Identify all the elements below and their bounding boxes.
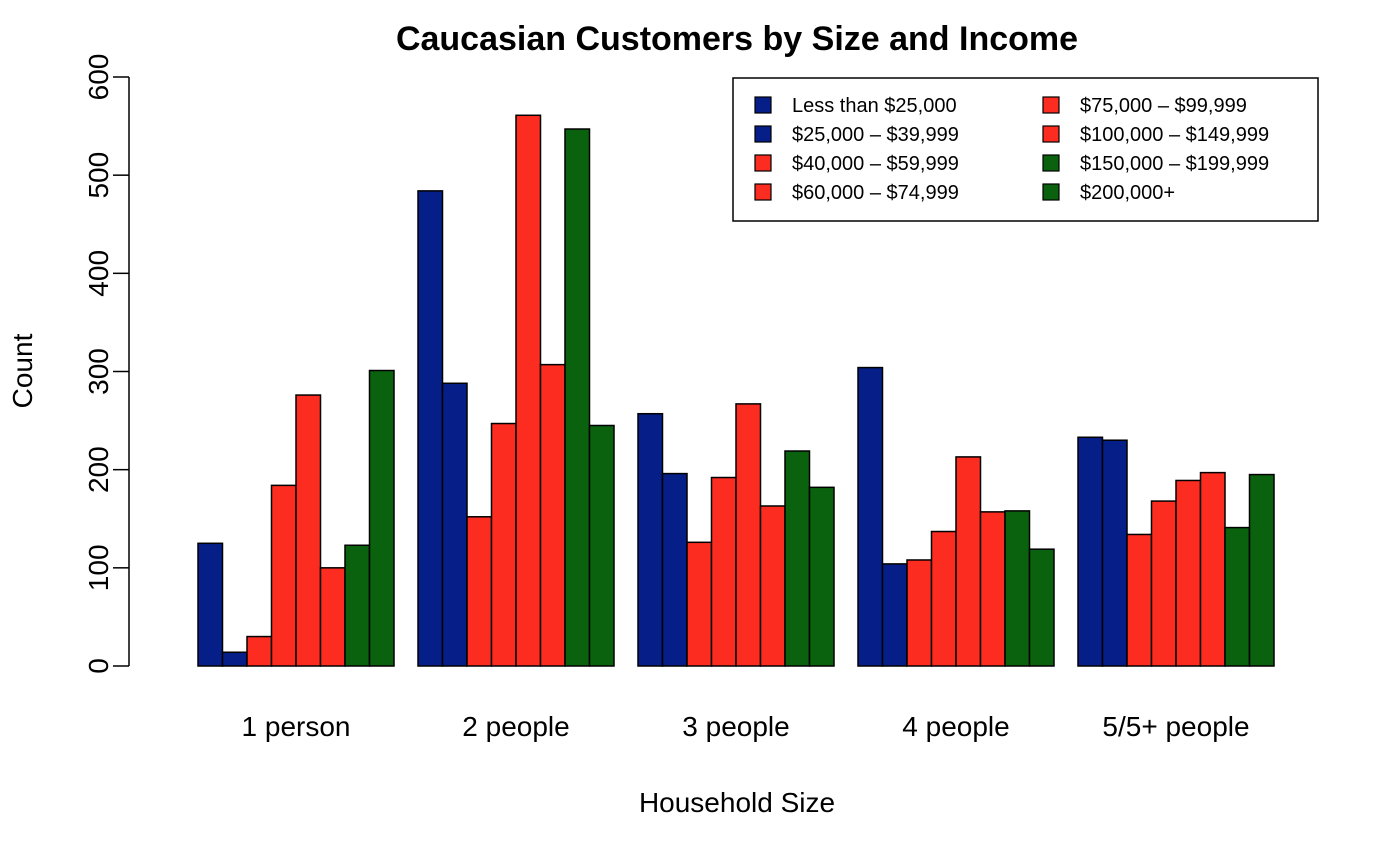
legend-box — [732, 77, 1319, 222]
legend-item: $60,000 – $74,999 — [754, 182, 959, 204]
legend-swatch — [1042, 96, 1060, 114]
bar — [466, 516, 493, 667]
bar — [930, 530, 957, 667]
bar — [1101, 439, 1128, 667]
legend-label: $60,000 – $74,999 — [792, 182, 959, 204]
legend-label: $40,000 – $59,999 — [792, 153, 959, 175]
bar — [1175, 479, 1202, 667]
bar-group — [197, 369, 395, 667]
legend-swatch — [1042, 125, 1060, 143]
bar — [344, 544, 371, 667]
legend-label: $100,000 – $149,999 — [1080, 124, 1269, 146]
bar — [1248, 473, 1275, 667]
bar — [368, 369, 395, 667]
legend-item: Less than $25,000 — [754, 95, 957, 117]
bar — [857, 366, 884, 667]
y-axis-label: Count — [7, 333, 38, 408]
bar — [1150, 500, 1177, 667]
bar — [759, 505, 786, 667]
legend: Less than $25,000 $25,000 – $39,999 $40,00… — [732, 77, 1319, 222]
legend-item: $40,000 – $59,999 — [754, 153, 959, 175]
bar — [979, 511, 1006, 667]
legend-label: $25,000 – $39,999 — [792, 124, 959, 146]
bar — [246, 635, 273, 667]
x-axis-label: Household Size — [639, 787, 835, 818]
bar — [490, 422, 517, 667]
bar — [735, 403, 762, 667]
legend-swatch — [1042, 183, 1060, 201]
bar-group — [857, 366, 1055, 667]
y-tick-label: 100 — [83, 544, 114, 591]
legend-item: $100,000 – $149,999 — [1042, 124, 1269, 146]
bar — [808, 486, 835, 667]
legend-label: $75,000 – $99,999 — [1080, 95, 1247, 117]
bar — [1126, 533, 1153, 667]
y-tick-label: 0 — [83, 658, 114, 674]
bar — [710, 476, 737, 667]
bar — [661, 472, 688, 667]
bar-group — [417, 114, 615, 667]
y-tick-label: 600 — [83, 54, 114, 101]
bar — [1004, 510, 1031, 667]
bar — [270, 484, 297, 667]
bar — [221, 651, 248, 667]
x-tick-label: 5/5+ people — [1102, 711, 1249, 742]
bar — [441, 382, 468, 667]
bar — [417, 190, 444, 667]
legend-swatch — [1042, 154, 1060, 172]
bar — [1028, 548, 1055, 667]
bar — [539, 363, 566, 667]
x-tick-label: 2 people — [462, 711, 569, 742]
legend-item: $150,000 – $199,999 — [1042, 153, 1269, 175]
legend-swatch — [754, 154, 772, 172]
bar-group — [637, 403, 835, 667]
legend-swatch — [754, 183, 772, 201]
bar — [637, 412, 664, 667]
chart-title: Caucasian Customers by Size and Income — [396, 20, 1078, 58]
bar — [515, 114, 542, 667]
bar — [955, 456, 982, 667]
legend-label: Less than $25,000 — [792, 95, 957, 117]
bar — [686, 541, 713, 667]
bar — [1077, 436, 1104, 667]
legend-item: $75,000 – $99,999 — [1042, 95, 1247, 117]
bar — [564, 128, 591, 667]
x-tick-label: 1 person — [242, 711, 351, 742]
bar — [588, 424, 615, 667]
bars-group — [197, 114, 1275, 667]
bar — [295, 394, 322, 667]
bar — [784, 450, 811, 667]
legend-label: $200,000+ — [1080, 182, 1175, 204]
y-tick-label: 500 — [83, 152, 114, 199]
x-tick-label: 3 people — [682, 711, 789, 742]
bar — [881, 563, 908, 667]
y-tick-label: 200 — [83, 446, 114, 493]
bar-group — [1077, 436, 1275, 667]
bar — [1224, 526, 1251, 667]
bar — [1199, 471, 1226, 667]
legend-label: $150,000 – $199,999 — [1080, 153, 1269, 175]
legend-item: $200,000+ — [1042, 182, 1175, 204]
bar — [906, 559, 933, 667]
bar — [197, 542, 224, 667]
legend-item: $25,000 – $39,999 — [754, 124, 959, 146]
y-axis: 0 100 200 300 400 500 600 — [83, 54, 130, 674]
legend-swatch — [754, 96, 772, 114]
y-tick-label: 300 — [83, 348, 114, 395]
bar — [319, 567, 346, 667]
legend-swatch — [754, 125, 772, 143]
x-tick-label: 4 people — [902, 711, 1009, 742]
y-tick-label: 400 — [83, 250, 114, 297]
x-tick-labels: 1 person 2 people 3 people 4 people 5/5+ peo… — [242, 711, 1250, 742]
